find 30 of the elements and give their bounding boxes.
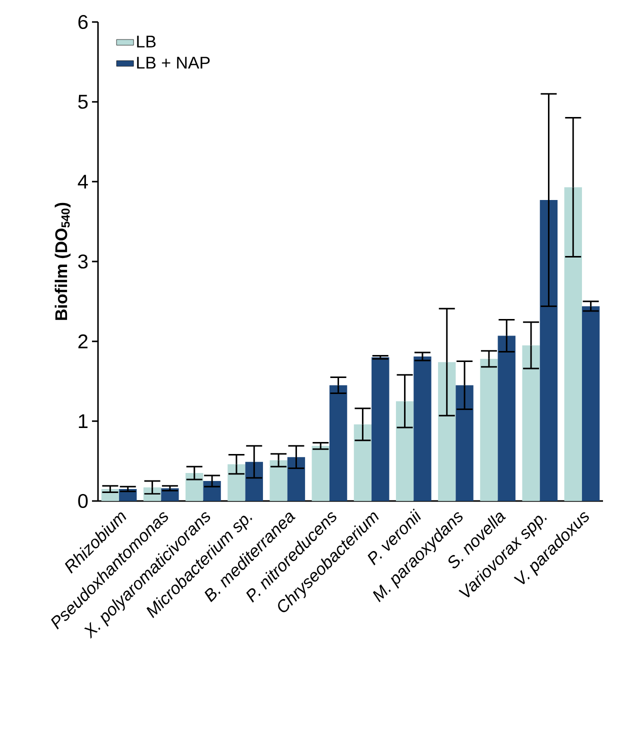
y-tick-label: 0 — [78, 494, 88, 508]
y-tick-label: 4 — [78, 174, 88, 189]
bar — [396, 401, 414, 501]
y-tick-label: 6 — [78, 14, 88, 30]
y-tick-label: 5 — [78, 94, 88, 109]
bar — [270, 460, 288, 501]
bar — [312, 446, 330, 501]
bar — [522, 345, 540, 501]
bar — [228, 464, 246, 501]
y-axis-title: Biofilm (DO$_{540}$) — [54, 202, 71, 320]
legend-label: LB — [137, 36, 156, 48]
bar — [438, 362, 456, 501]
bar — [498, 336, 516, 501]
bar — [414, 356, 432, 501]
bar — [456, 385, 474, 501]
y-tick-label: 1 — [78, 414, 88, 428]
bar — [203, 481, 221, 501]
bar — [287, 457, 306, 501]
bar — [582, 306, 600, 501]
bar — [564, 187, 582, 501]
bar — [540, 200, 558, 501]
bar — [245, 462, 263, 501]
bar — [186, 473, 204, 501]
bar — [372, 357, 390, 501]
y-tick-label: 3 — [78, 254, 88, 269]
bar — [329, 385, 348, 501]
bar — [354, 424, 372, 501]
bar — [480, 358, 498, 501]
legend-label: LB + NAP — [137, 56, 210, 69]
y-tick-label: 2 — [78, 334, 88, 348]
